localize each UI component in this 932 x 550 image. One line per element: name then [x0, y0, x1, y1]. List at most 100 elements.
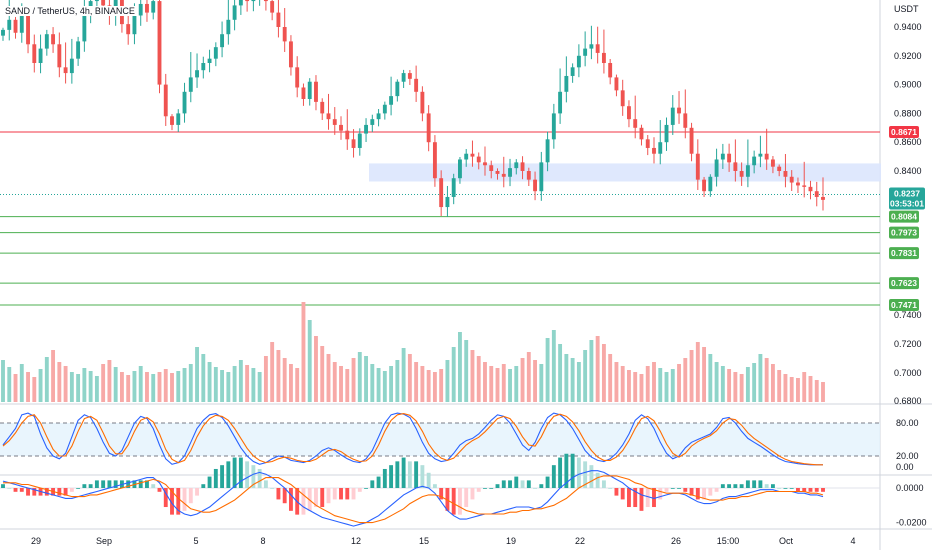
time-axis[interactable]: 29 Sep 5 8 12 15 19 22 26 15:00 Oct 4	[31, 536, 856, 546]
volume-bars	[1, 302, 825, 402]
candle-body	[558, 91, 563, 114]
volume-bar	[170, 373, 174, 402]
volume-bar	[364, 356, 368, 402]
macd-histogram-bar	[464, 488, 469, 508]
price-tick-label: 0.7000	[894, 368, 922, 378]
volume-bar	[789, 377, 794, 402]
price-tick-label: 0.6800	[894, 396, 922, 406]
macd-histogram-bar	[576, 457, 581, 488]
level-tag	[889, 299, 919, 311]
candle-body	[789, 176, 794, 183]
candle-body	[714, 159, 719, 177]
candle-body	[170, 116, 174, 125]
volume-bar	[489, 366, 494, 402]
macd-histogram-bar	[652, 488, 656, 508]
macd-histogram-bar	[32, 488, 37, 496]
candle-body	[770, 159, 775, 167]
macd-histogram-bar	[395, 461, 400, 488]
candle-body	[739, 171, 744, 177]
volume-bar	[295, 368, 300, 402]
macd-histogram-bar	[426, 472, 431, 488]
candle-body	[188, 77, 193, 92]
candle-body	[13, 19, 18, 33]
candle-body	[520, 162, 525, 171]
volume-bar	[620, 366, 625, 402]
candle-body	[195, 70, 199, 78]
macd-histogram-bar	[407, 461, 412, 488]
volume-bar	[257, 372, 262, 402]
candle-body	[501, 173, 506, 177]
candle-body	[627, 106, 631, 120]
candle-body	[201, 63, 206, 71]
candle-body	[445, 196, 450, 208]
candle-body	[76, 41, 81, 59]
volume-bar	[420, 366, 425, 402]
macd-histogram-bar	[476, 488, 481, 492]
volume-bar	[270, 342, 275, 402]
macd-histogram-bar	[157, 488, 162, 492]
macd-histogram-bar	[608, 488, 613, 489]
candle-body	[1, 29, 5, 36]
candle-body	[101, 0, 106, 6]
candle-body	[295, 67, 300, 88]
candle-body	[476, 156, 481, 163]
macd-histogram-bar	[145, 480, 149, 488]
candle-body	[389, 96, 394, 105]
candle-body	[539, 162, 544, 192]
volume-bar	[720, 366, 725, 402]
macd-histogram-bar	[26, 488, 30, 496]
volume-bar	[601, 344, 606, 402]
candle-body	[526, 171, 531, 180]
volume-bar	[639, 374, 644, 402]
volume-bar	[514, 366, 519, 402]
volume-bar	[226, 372, 231, 402]
candle-body	[451, 178, 456, 197]
candle-body	[251, 0, 256, 2]
volume-bar	[501, 364, 506, 402]
macd-histogram-bar	[76, 488, 81, 489]
macd-histogram-bar	[19, 488, 24, 492]
candle-body	[220, 34, 225, 48]
macd-histogram-bar	[796, 488, 800, 492]
macd-histogram-bar	[683, 488, 688, 492]
macd-histogram-bar	[620, 488, 625, 500]
volume-bar	[407, 354, 412, 402]
volume-bar	[583, 350, 588, 402]
candle-body	[633, 119, 638, 128]
candle-body	[207, 58, 212, 63]
volume-bar	[808, 376, 813, 402]
level-tag-label: 0.7471	[891, 300, 917, 310]
volume-bar	[119, 372, 124, 402]
macd-histogram-bar	[170, 488, 174, 515]
candle-body	[320, 101, 325, 114]
macd-histogram-bar	[57, 488, 62, 496]
level-tag	[889, 226, 919, 239]
time-tick-label: 5	[193, 536, 198, 546]
macd-histogram-bar	[495, 484, 500, 488]
macd-histogram-bar	[151, 484, 156, 488]
candle-body	[601, 52, 606, 63]
price-unit-label: USDT	[894, 4, 919, 14]
macd-histogram-bar	[276, 488, 281, 500]
volume-bar	[151, 374, 156, 402]
volume-bar	[495, 368, 500, 402]
candle-countdown-label: 03:53:01	[890, 199, 924, 209]
price-axis[interactable]: USDT 0.9400 0.9200 0.9000 0.8800 0.8600 0.8400…	[889, 4, 927, 528]
volume-bar	[458, 332, 462, 402]
candle-body	[483, 162, 487, 166]
candle-body	[570, 67, 575, 76]
macd-histogram-bar	[789, 488, 794, 489]
candle-body	[652, 147, 656, 154]
macd-histogram-bar	[783, 488, 788, 489]
volume-bar	[539, 364, 544, 402]
price-tick-label: 0.8800	[894, 108, 922, 118]
candle-body	[564, 75, 569, 92]
price-tick-label: 0.9400	[894, 22, 922, 32]
level-tag	[889, 125, 919, 138]
volume-bar	[113, 367, 118, 402]
volume-bar	[470, 350, 475, 402]
macd-histogram-bar	[432, 484, 437, 488]
volume-bar	[101, 364, 106, 402]
macd-histogram-bar	[702, 488, 707, 500]
